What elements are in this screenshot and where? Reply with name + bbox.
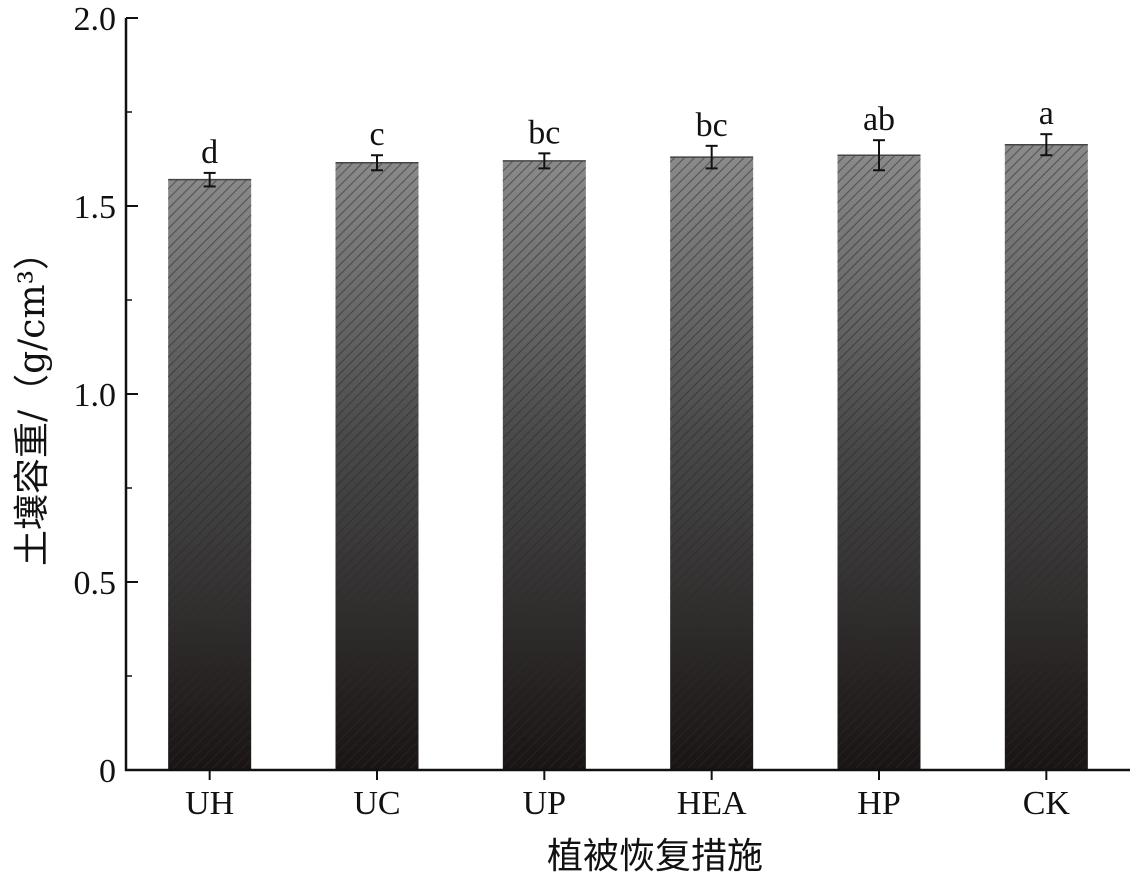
x-tick-label: CK bbox=[1023, 785, 1071, 822]
error-bar bbox=[371, 154, 383, 172]
bar-hatch bbox=[335, 162, 419, 770]
significance-label: d bbox=[201, 134, 218, 171]
bar-hatch bbox=[670, 157, 754, 770]
x-tick-label: UC bbox=[353, 785, 400, 822]
significance-label: c bbox=[369, 116, 384, 153]
significance-label: ab bbox=[863, 101, 895, 138]
bar-group: c bbox=[335, 116, 419, 770]
significance-label: bc bbox=[696, 107, 728, 144]
bar-group: ab bbox=[837, 101, 921, 771]
bar-hatch bbox=[502, 160, 586, 770]
bar-group: d bbox=[168, 134, 252, 770]
bar-group: bc bbox=[502, 114, 586, 770]
x-tick-label: UP bbox=[523, 785, 566, 822]
x-tick-label: HP bbox=[857, 785, 900, 822]
bar-group: bc bbox=[670, 107, 754, 770]
error-bar bbox=[538, 152, 551, 170]
x-tick-label: HEA bbox=[677, 785, 747, 822]
error-bar bbox=[705, 144, 718, 170]
error-bar bbox=[873, 139, 885, 172]
significance-label: a bbox=[1039, 95, 1054, 132]
bar-hatch bbox=[837, 155, 921, 771]
x-tick-label: UH bbox=[185, 785, 234, 822]
error-bar bbox=[203, 171, 216, 188]
y-tick-label: 1.5 bbox=[74, 189, 117, 226]
y-tick-label: 2.0 bbox=[74, 1, 117, 38]
error-bar bbox=[1040, 133, 1053, 157]
y-axis-title: 土壤容重/（g/cm³） bbox=[12, 234, 53, 566]
x-axis-title: 植被恢复措施 bbox=[547, 836, 763, 876]
y-tick-label: 0 bbox=[99, 753, 116, 790]
bar-hatch bbox=[1004, 144, 1088, 770]
y-tick-label: 1.0 bbox=[74, 377, 117, 414]
bar-hatch bbox=[168, 179, 252, 770]
bar-group: a bbox=[1004, 95, 1088, 770]
significance-label: bc bbox=[528, 114, 560, 151]
y-tick-label: 0.5 bbox=[74, 565, 117, 602]
